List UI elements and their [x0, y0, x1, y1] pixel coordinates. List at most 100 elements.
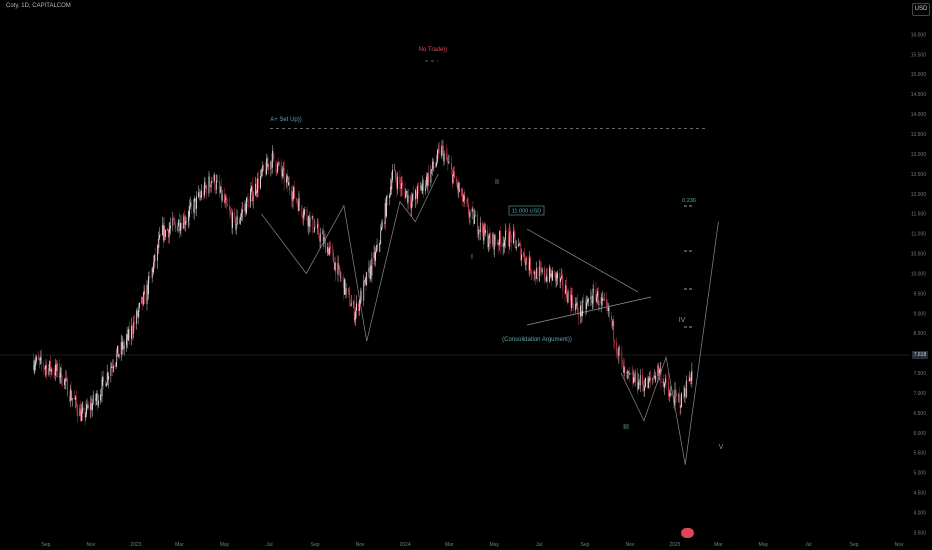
currency-button[interactable]: USD [912, 3, 930, 16]
candle-body [590, 296, 592, 299]
candle-body [406, 191, 408, 203]
candle-body [75, 396, 76, 400]
candle-body [235, 224, 237, 230]
candle-body [524, 253, 525, 262]
candle-body [678, 395, 680, 397]
candle-body [216, 180, 218, 182]
candle-body [260, 175, 261, 189]
candle-body [282, 169, 284, 176]
candle-body [616, 342, 618, 354]
candle-body [363, 281, 365, 301]
candle-body [595, 288, 597, 302]
candle-body [268, 164, 270, 170]
candle-body [627, 371, 629, 373]
candle-body [554, 271, 556, 273]
candle-body [112, 366, 113, 368]
candle-body [607, 306, 609, 311]
candle-body [688, 380, 690, 382]
candle-body [432, 161, 434, 168]
candle-body [364, 277, 366, 281]
candle-body [45, 365, 47, 368]
candle-body [340, 277, 342, 278]
candle-body [165, 230, 166, 238]
candle-body [489, 233, 491, 239]
triangle-lower-line [526, 296, 652, 326]
candle-body [652, 377, 654, 380]
candle-body [608, 307, 609, 311]
candle-body [598, 304, 600, 306]
candle-body [200, 195, 202, 198]
candle-body [260, 169, 262, 176]
candle-body [659, 368, 661, 371]
candle-body [311, 216, 313, 218]
candle-body [639, 375, 641, 386]
candle-body [154, 254, 156, 261]
candle-body [55, 364, 57, 372]
no-trade-label: No Trade)) [419, 47, 448, 53]
candle-body [586, 302, 587, 309]
candle-body [333, 252, 334, 263]
candle-body [190, 202, 191, 207]
candle-body [576, 302, 578, 306]
candle-body [499, 231, 501, 239]
candle-body [179, 229, 181, 231]
candle-body [194, 198, 196, 200]
candle-body [462, 189, 463, 202]
candle-body [270, 161, 272, 170]
candle-body [302, 214, 303, 218]
candle-body [662, 382, 664, 383]
candle-body [183, 216, 185, 229]
candle-body [80, 408, 82, 421]
candle-body [250, 189, 252, 195]
candle-body [309, 217, 311, 228]
zigzag-waves [261, 173, 439, 342]
candle-body [76, 404, 78, 412]
candle-body [334, 262, 336, 270]
candle-body [273, 153, 275, 162]
candle-body [333, 262, 335, 270]
candle-body [173, 220, 175, 222]
candle-body [196, 196, 197, 209]
symbol-label[interactable]: Coty, 1D, CAPITALCOM [6, 3, 71, 9]
candle-body [621, 352, 623, 361]
candle-body [528, 262, 530, 271]
candle-body [603, 298, 604, 300]
candle-body [339, 265, 340, 273]
candle-body [462, 200, 464, 202]
candle-body [428, 173, 430, 183]
price-tick-label: 9.000 [913, 311, 926, 317]
candle-body [493, 233, 494, 250]
time-tick-label: May [490, 542, 500, 548]
candle-body [344, 279, 346, 295]
candle-body [416, 196, 418, 199]
candle-body [591, 296, 592, 304]
candle-body [297, 203, 299, 211]
candle-body [314, 227, 315, 232]
candle-body [86, 404, 88, 409]
candle-body [389, 186, 391, 196]
candle-body [95, 394, 96, 401]
candle-body [128, 328, 130, 339]
candle-body [215, 189, 216, 190]
candle-body [631, 373, 633, 374]
candle-body [561, 275, 563, 278]
candle-body [205, 186, 207, 188]
candle-body [417, 186, 419, 188]
candle-body [495, 241, 497, 245]
candle-body [572, 295, 573, 305]
candle-body [676, 393, 677, 396]
candle-body [562, 277, 564, 291]
candle-body [479, 229, 480, 233]
candle-body [127, 334, 129, 341]
candle-body [61, 383, 63, 385]
candle-body [291, 199, 293, 201]
candle-body [345, 288, 347, 295]
candle-body [224, 194, 225, 203]
tradingview-logo-icon[interactable] [681, 528, 694, 538]
time-axis[interactable]: Sep Nov 2023 Mar May Jul Sep Nov 2024 Mar May Jul Se… [42, 542, 904, 548]
price-tick-label: 3.500 [913, 530, 926, 536]
candle-body [437, 150, 438, 162]
price-tick-label: 11.500 [911, 212, 926, 218]
candle-body [665, 378, 667, 382]
